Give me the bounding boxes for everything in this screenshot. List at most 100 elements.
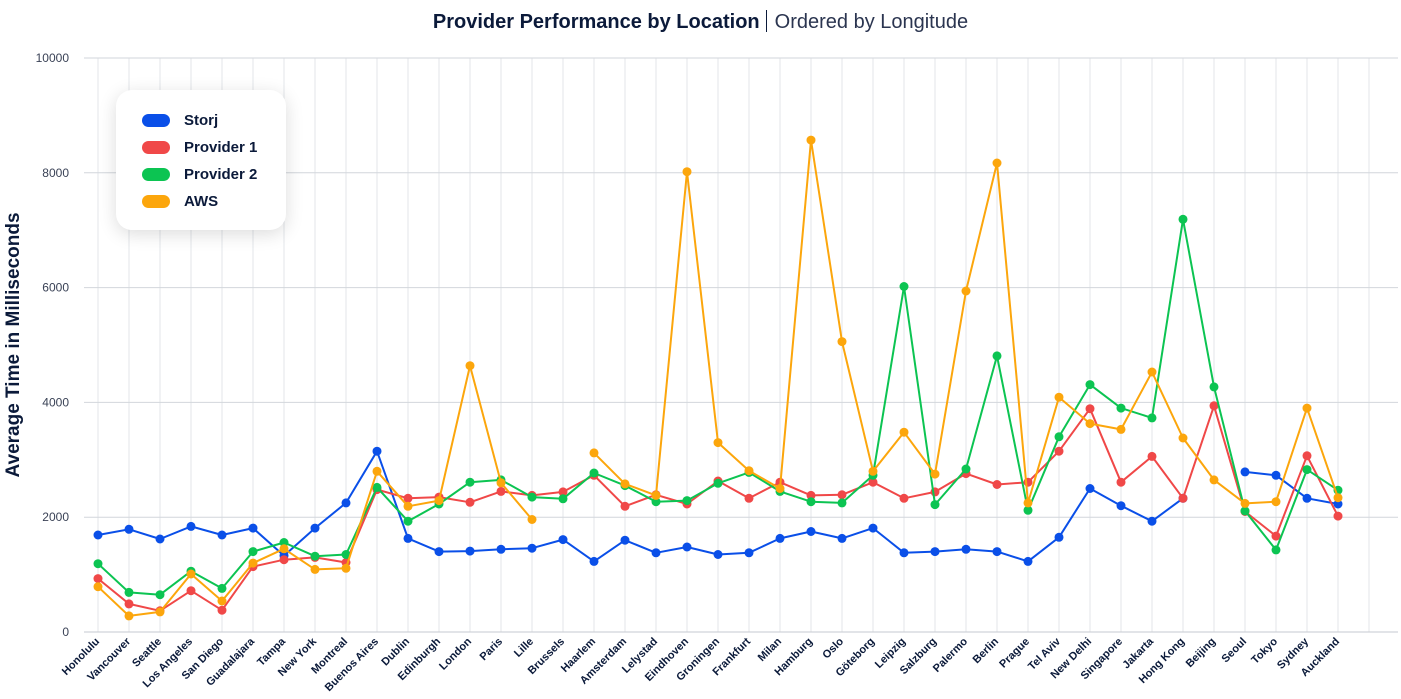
data-point-provider-2 (558, 494, 568, 504)
data-point-storj (930, 547, 940, 557)
data-point-aws (1085, 419, 1095, 429)
data-point-aws (279, 544, 289, 554)
x-tick-label: Milan (756, 635, 785, 664)
data-point-provider-2 (713, 478, 723, 488)
y-tick-label: 8000 (42, 166, 69, 180)
legend-swatch-provider-2 (142, 167, 170, 181)
data-point-provider-1 (279, 555, 289, 565)
data-point-aws (775, 484, 785, 493)
data-point-storj (806, 527, 816, 536)
data-point-provider-1 (1054, 446, 1064, 456)
data-point-aws (1023, 498, 1033, 508)
data-point-storj (1302, 493, 1312, 503)
legend-item-provider-1[interactable]: Provider 1 (142, 137, 257, 157)
data-point-provider-1 (868, 477, 878, 487)
legend-item-storj[interactable]: Storj (142, 110, 218, 130)
legend-swatch-provider-1 (142, 140, 170, 154)
data-point-provider-2 (961, 464, 971, 474)
data-point-storj (589, 556, 599, 566)
data-point-storj (837, 533, 847, 543)
data-point-provider-1 (899, 493, 909, 503)
data-point-provider-1 (217, 605, 227, 615)
data-point-storj (403, 533, 413, 543)
title-separator (765, 10, 767, 32)
data-point-provider-2 (1271, 545, 1281, 555)
data-point-provider-1 (744, 493, 754, 503)
data-point-storj (496, 544, 506, 554)
x-tick-label: London (437, 635, 474, 672)
data-point-aws (744, 466, 754, 476)
data-point-provider-1 (837, 490, 847, 500)
data-point-aws (1240, 498, 1250, 508)
data-point-storj (1333, 499, 1343, 509)
data-point-provider-2 (155, 590, 165, 600)
data-point-storj (155, 534, 165, 544)
data-point-provider-2 (93, 559, 103, 569)
data-point-aws (372, 466, 382, 476)
data-point-aws (434, 496, 444, 506)
data-point-provider-2 (1302, 465, 1312, 475)
data-point-aws (1054, 392, 1064, 402)
y-tick-label: 0 (62, 625, 69, 639)
data-point-storj (434, 547, 444, 557)
data-point-aws (682, 167, 692, 177)
data-point-provider-2 (1023, 505, 1033, 515)
legend-item-provider-2[interactable]: Provider 2 (142, 164, 257, 184)
data-point-provider-2 (279, 538, 289, 547)
data-point-provider-2 (1209, 382, 1219, 392)
legend-label: Provider 1 (184, 138, 258, 156)
data-point-storj (465, 546, 475, 556)
data-point-aws (1333, 493, 1343, 503)
data-point-provider-2 (403, 516, 413, 526)
data-point-storj (93, 530, 103, 540)
data-point-aws (496, 478, 506, 488)
data-point-provider-2 (248, 547, 258, 557)
data-point-aws (93, 582, 103, 592)
y-axis-title: Average Time in Milliseconds (3, 212, 24, 477)
data-point-aws (651, 490, 661, 500)
data-point-aws (1178, 433, 1188, 443)
y-tick-label: 4000 (42, 395, 69, 409)
data-point-provider-2 (465, 477, 475, 487)
data-point-provider-1 (1147, 451, 1157, 461)
data-point-aws (1209, 475, 1219, 485)
legend-item-aws[interactable]: AWS (142, 191, 218, 211)
data-point-storj (217, 530, 227, 540)
data-point-aws (1147, 367, 1157, 377)
data-point-storj (1240, 467, 1250, 477)
data-point-provider-1 (186, 586, 196, 596)
data-point-provider-1 (403, 493, 413, 503)
data-point-storj (713, 550, 723, 559)
data-point-provider-1 (93, 574, 103, 584)
legend-label: Provider 2 (184, 165, 258, 183)
x-tick-label: Paris (478, 636, 506, 664)
data-point-storj (248, 523, 258, 533)
data-point-aws (837, 337, 847, 347)
data-point-provider-2 (527, 492, 537, 502)
data-point-aws (527, 515, 537, 524)
data-point-aws (155, 607, 165, 617)
data-point-aws (1271, 497, 1281, 507)
data-point-provider-2 (589, 468, 599, 478)
y-tick-label: 6000 (42, 281, 69, 295)
data-point-storj (744, 548, 754, 558)
data-point-provider-2 (1116, 403, 1126, 413)
legend-swatch-storj (142, 113, 170, 127)
chart-title: Provider Performance by Location Ordered … (0, 10, 1401, 34)
data-point-provider-1 (124, 599, 134, 609)
data-point-provider-2 (837, 498, 847, 508)
data-point-storj (1116, 501, 1126, 511)
data-point-aws (930, 469, 940, 479)
data-point-provider-2 (124, 587, 134, 597)
data-point-aws (341, 563, 351, 573)
data-point-aws (589, 448, 599, 458)
data-point-aws (186, 569, 196, 579)
data-point-aws (465, 361, 475, 371)
title-subtitle: Ordered by Longitude (774, 11, 969, 33)
data-point-provider-2 (341, 550, 351, 559)
data-point-provider-1 (1116, 477, 1126, 487)
data-point-provider-1 (992, 480, 1002, 489)
legend-label: AWS (184, 192, 219, 210)
data-point-aws (248, 558, 258, 568)
data-point-provider-2 (806, 497, 816, 507)
